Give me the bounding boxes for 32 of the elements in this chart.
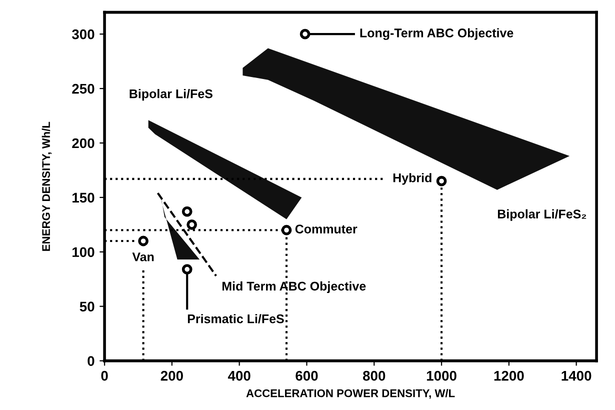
x-tick-label: 400 <box>228 370 250 381</box>
x-tick-label: 800 <box>362 370 386 381</box>
x-tick-label: 600 <box>296 370 318 381</box>
point <box>281 224 292 236</box>
point <box>182 206 192 217</box>
x-tick-label: 0 <box>101 370 108 381</box>
annotation: Bipolar Li/FeS <box>130 89 212 101</box>
annotation: Van <box>132 252 154 262</box>
point <box>186 219 198 230</box>
y-tick-label: 150 <box>72 192 94 203</box>
annotation: Hybrid <box>393 173 432 185</box>
y-tick-label: 50 <box>80 302 94 312</box>
annotation: Prismatic Li/FeS <box>188 314 284 324</box>
point <box>138 236 148 246</box>
x-tick-label: 1200 <box>494 370 524 381</box>
annotation: Mid Term ABC Objective <box>222 281 366 294</box>
y-tick-label: 300 <box>72 29 94 40</box>
annotation: Bipolar Li/FeS₂ <box>498 209 586 221</box>
point <box>436 176 447 186</box>
y-tick-label: 200 <box>72 138 94 148</box>
point <box>300 28 310 40</box>
x-axis-title: ACCELERATION POWER DENSITY, W/L <box>246 389 455 399</box>
y-tick-label: 0 <box>88 356 94 366</box>
y-tick-label: 250 <box>72 84 94 94</box>
y-tick-label: 100 <box>72 247 94 258</box>
annotation: Commuter <box>295 224 358 234</box>
point <box>182 264 192 275</box>
x-tick-label: 1400 <box>562 370 592 381</box>
y-axis-title: ENERGY DENSITY, Wh/L <box>42 122 52 251</box>
x-tick-label: 1000 <box>426 370 456 381</box>
x-tick-label: 200 <box>160 370 183 381</box>
annotation: Long-Term ABC Objective <box>360 28 514 40</box>
